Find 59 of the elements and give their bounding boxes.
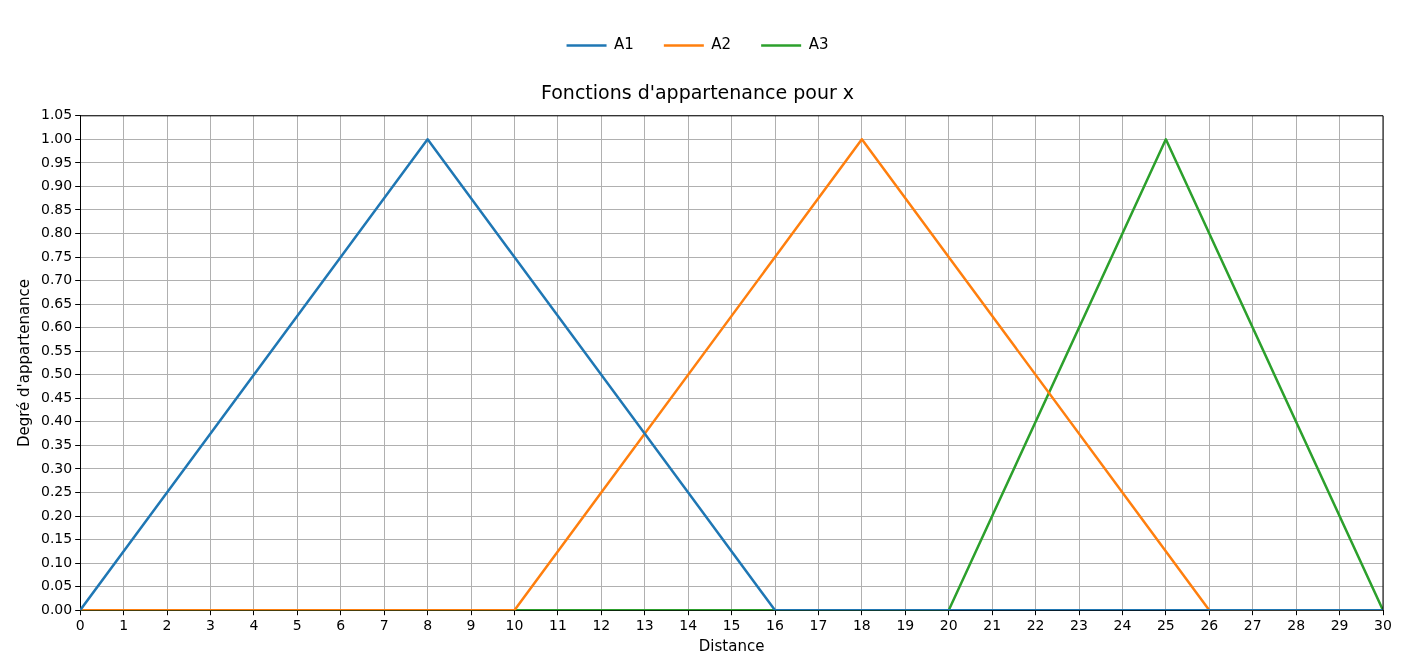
- y-tick-label: 0.00: [41, 600, 73, 617]
- y-tick-label: 0.95: [41, 153, 73, 170]
- x-tick-label: 10: [505, 617, 524, 634]
- y-tick-label: 0.60: [41, 318, 73, 335]
- legend-label: A3: [808, 35, 829, 54]
- y-tick-label: 1.05: [41, 106, 73, 123]
- y-tick-label: 0.50: [41, 365, 73, 382]
- x-tick-label: 14: [679, 617, 698, 634]
- x-tick-label: 23: [1070, 617, 1088, 634]
- x-tick-label: 20: [939, 617, 958, 634]
- y-tick-label: 0.65: [41, 294, 73, 311]
- legend-label: A2: [711, 35, 732, 54]
- x-tick-label: 6: [336, 617, 346, 634]
- y-tick-label: 0.40: [41, 412, 73, 429]
- x-tick-label: 29: [1330, 617, 1349, 634]
- x-tick-label: 17: [809, 617, 828, 634]
- y-tick-label: 0.30: [41, 459, 73, 476]
- x-tick-label: 9: [466, 617, 476, 634]
- x-tick-label: 0: [75, 617, 85, 634]
- y-tick-label: 0.55: [41, 341, 73, 358]
- x-tick-label: 5: [292, 617, 302, 634]
- y-tick-label: 1.00: [41, 129, 73, 146]
- y-tick-label: 0.05: [41, 577, 73, 594]
- x-tick-label: 21: [983, 617, 1002, 634]
- x-tick-label: 30: [1374, 617, 1392, 634]
- x-tick-label: 13: [635, 617, 654, 634]
- y-tick-label: 0.70: [41, 271, 73, 288]
- chart-title: Fonctions d'appartenance pour x: [540, 81, 855, 104]
- x-tick-label: 4: [249, 617, 259, 634]
- y-tick-label: 0.85: [41, 200, 73, 217]
- x-tick-label: 24: [1113, 617, 1132, 634]
- x-tick-label: 8: [423, 617, 433, 634]
- x-tick-label: 18: [852, 617, 871, 634]
- y-tick-label: 0.45: [41, 388, 73, 405]
- x-tick-label: 11: [548, 617, 567, 634]
- y-tick-label: 0.35: [41, 436, 73, 453]
- y-tick-label: 0.20: [41, 506, 73, 523]
- x-tick-label: 12: [592, 617, 611, 634]
- x-axis-title: Distance: [698, 636, 765, 655]
- y-tick-label: 0.75: [41, 247, 73, 264]
- y-axis-title: Degré d'appartenance: [14, 278, 33, 448]
- x-tick-label: 2: [162, 617, 172, 634]
- y-tick-label: 0.15: [41, 530, 73, 547]
- x-tick-label: 22: [1026, 617, 1045, 634]
- x-tick-label: 15: [722, 617, 741, 634]
- x-tick-label: 16: [766, 617, 785, 634]
- x-tick-label: 28: [1287, 617, 1306, 634]
- x-tick-label: 1: [119, 617, 129, 634]
- y-tick-label: 0.25: [41, 483, 73, 500]
- x-tick-label: 3: [205, 617, 215, 634]
- y-tick-label: 0.90: [41, 177, 73, 194]
- x-tick-label: 7: [379, 617, 389, 634]
- legend-label: A1: [614, 35, 634, 54]
- y-tick-label: 0.80: [41, 224, 73, 241]
- x-tick-label: 26: [1200, 617, 1219, 634]
- x-tick-label: 27: [1243, 617, 1262, 634]
- x-tick-label: 19: [896, 617, 915, 634]
- x-tick-label: 25: [1156, 617, 1175, 634]
- y-tick-label: 0.10: [41, 553, 73, 570]
